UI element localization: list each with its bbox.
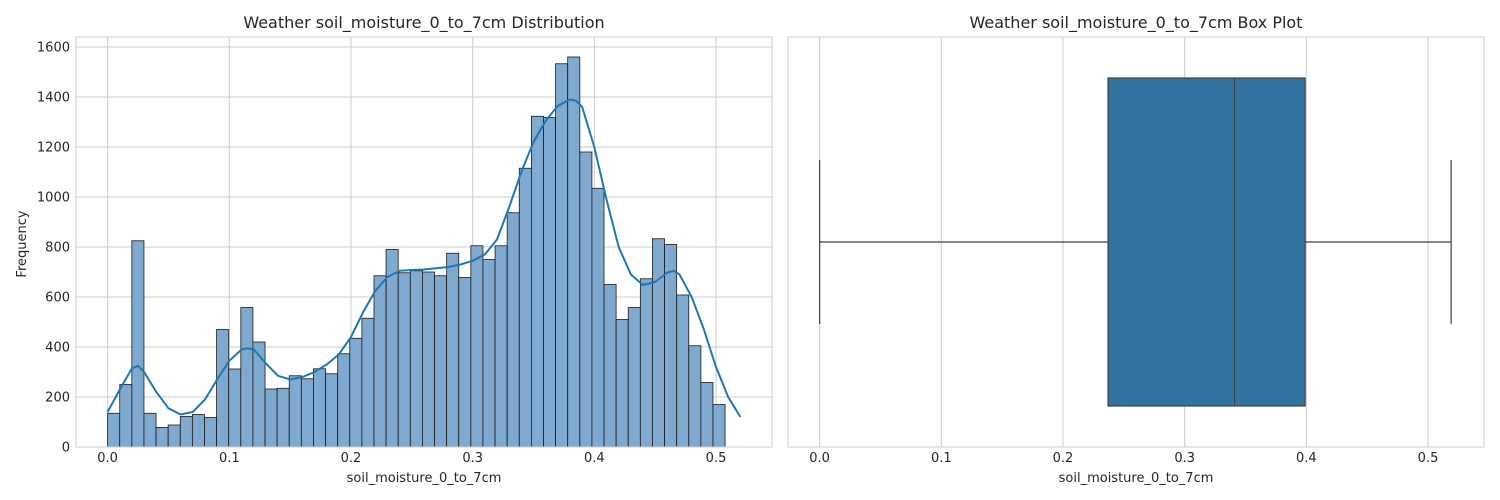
histogram-bar [131,240,145,448]
histogram-bar [337,353,351,448]
boxplot-title: Weather soil_moisture_0_to_7cm Box Plot [970,13,1303,33]
histogram-bar [615,319,629,448]
histogram-bar [240,307,254,448]
histogram-x-tick-label: 0.3 [462,451,483,466]
histogram-y-tick-label: 1000 [37,191,70,206]
histogram-y-tick-label: 1400 [37,91,70,106]
histogram-bar [518,167,532,448]
boxplot-x-axis-label: soil_moisture_0_to_7cm [1059,471,1214,486]
histogram-bar [567,56,581,448]
kde-curve [106,98,742,418]
boxplot-x-tick-label: 0.0 [809,451,830,466]
histogram-bar [191,414,205,448]
histogram-bar [422,271,435,448]
histogram-y-tick-label: 0 [62,441,70,456]
boxplot-x-tick-label: 0.1 [931,451,952,466]
histogram-bar [688,345,702,448]
histogram-bar [216,329,230,448]
histogram-bar [107,412,121,448]
histogram-frame [75,36,773,448]
histogram-bar [288,375,302,448]
histogram-bar [325,373,339,448]
histogram-x-tick-label: 0.1 [219,451,240,466]
histogram-bar [652,238,665,448]
histogram-y-tick-label: 1200 [37,141,70,156]
histogram-bar [458,277,472,448]
boxplot-x-tick-label: 0.4 [1296,451,1317,466]
boxplot-panel: 0.0 0.1 0.2 0.3 0.4 0.5 Weather soil_moisture… [787,13,1485,486]
histogram-y-tick-label: 800 [45,241,70,256]
histogram-bar [676,294,690,448]
histogram-bar [603,284,617,448]
histogram-bar [300,378,314,448]
boxplot-x-tick-labels: 0.0 0.1 0.2 0.3 0.4 0.5 [809,451,1438,466]
histogram-bar [712,404,726,448]
histogram-y-tick-label: 1600 [37,41,70,56]
histogram-bar [470,245,484,448]
histogram-bar [228,368,242,448]
histogram-bar [409,270,423,448]
histogram-y-tick-labels: 0 200 400 600 800 1000 1200 1400 1600 [37,41,70,456]
histogram-bar [700,382,714,448]
histogram-x-tick-label: 0.5 [706,451,727,466]
histogram-y-tick-label: 400 [45,341,70,356]
histogram-x-tick-labels: 0.0 0.1 0.2 0.3 0.4 0.5 [97,451,726,466]
histogram-bar [204,417,217,448]
histogram-bar [627,307,641,448]
histogram-bar [143,412,157,448]
histogram-bar [155,427,169,448]
histogram-bar [119,384,133,448]
histogram-bar [482,259,496,448]
histogram-bar [579,151,593,448]
boxplot-x-tick-label: 0.2 [1053,451,1074,466]
boxplot-frame [787,36,1485,448]
histogram-x-tick-label: 0.4 [584,451,605,466]
histogram-bar [555,63,569,448]
histogram-bar [179,416,193,448]
histogram-bar [446,252,460,448]
histogram-bar [494,245,508,448]
histogram-bar [349,337,363,448]
histogram-bar [591,187,605,448]
boxplot-x-tick-label: 0.3 [1174,451,1195,466]
histogram-bar [506,212,520,448]
histogram-bar [264,388,278,448]
histogram-x-tick-label: 0.2 [341,451,362,466]
histogram-bar [530,115,544,448]
boxplot-x-tick-label: 0.5 [1418,451,1439,466]
boxplot-marks [819,77,1452,407]
histogram-x-axis-label: soil_moisture_0_to_7cm [347,471,502,486]
histogram-bar [543,117,556,448]
histogram-bar [434,275,448,448]
histogram-title: Weather soil_moisture_0_to_7cm Distribut… [243,13,604,33]
histogram-bar [361,317,375,448]
interquartile-box [1107,77,1306,407]
histogram-bar [313,368,326,448]
histogram-bar [385,249,399,448]
histogram-bar [252,341,266,448]
histogram-y-axis-label: Frequency [15,210,30,277]
histogram-bar [167,424,181,448]
histogram-x-tick-label: 0.0 [97,451,118,466]
histogram-bar [639,278,653,448]
histogram-y-tick-label: 600 [45,291,70,306]
histogram-panel: 0.0 0.1 0.2 0.3 0.4 0.5 0 200 400 600 800 1000 1200… [15,13,773,486]
histogram-y-tick-label: 200 [45,391,70,406]
histogram-bar [373,275,387,448]
histogram-bar [397,272,411,448]
histogram-bar [276,387,290,448]
histogram-bar [664,244,678,448]
